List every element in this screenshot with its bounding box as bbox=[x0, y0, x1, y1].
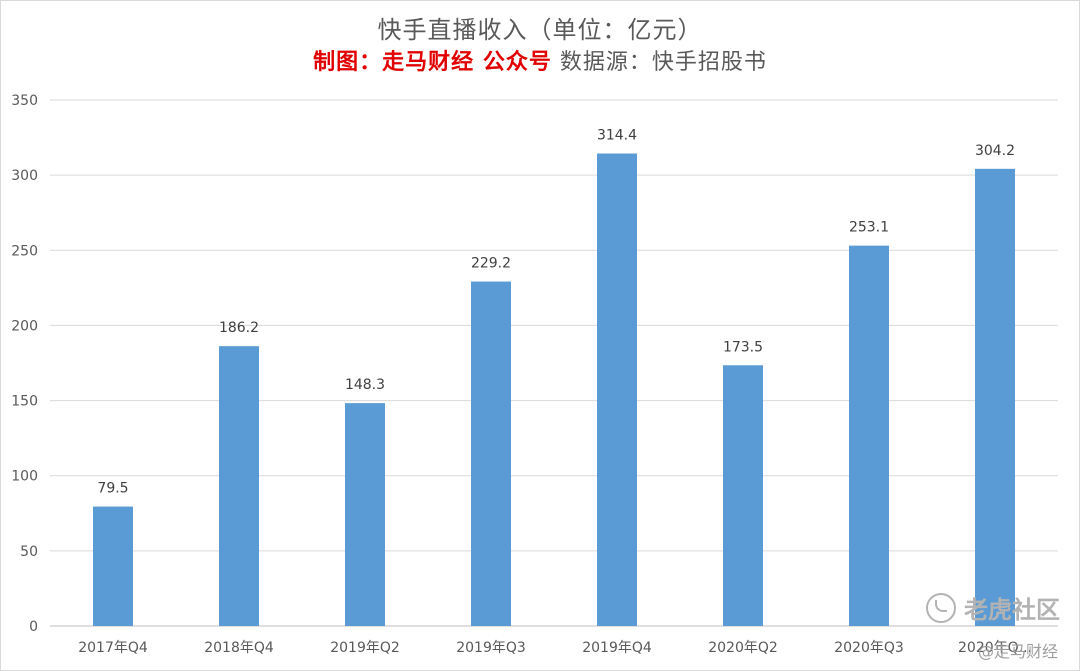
y-tick-label: 350 bbox=[11, 93, 38, 109]
data-label: 229.2 bbox=[471, 256, 511, 272]
chart-title: 快手直播收入（单位：亿元） bbox=[377, 16, 703, 44]
bar bbox=[93, 506, 133, 626]
x-tick-label: 2017年Q4 bbox=[78, 640, 148, 656]
data-label: 304.2 bbox=[975, 143, 1015, 159]
bar bbox=[975, 168, 1015, 626]
watermark-text: 老虎社区 bbox=[964, 596, 1060, 624]
y-tick-label: 100 bbox=[11, 469, 38, 485]
y-tick-label: 150 bbox=[11, 394, 38, 410]
bar bbox=[471, 281, 511, 626]
data-label: 173.5 bbox=[723, 339, 763, 355]
data-label: 314.4 bbox=[597, 128, 637, 144]
chart-subtitle-credit: 制图：走马财经 公众号 bbox=[313, 50, 552, 75]
watermark-logo-icon bbox=[926, 592, 956, 623]
watermark-secondary: @走马财经 bbox=[977, 642, 1058, 661]
y-tick-label: 200 bbox=[11, 318, 38, 334]
x-tick-label: 2019年Q4 bbox=[582, 640, 652, 656]
x-tick-label: 2019年Q3 bbox=[456, 640, 526, 656]
x-tick-label: 2020年Q2 bbox=[708, 640, 778, 656]
chart-subtitle-source: 数据源：快手招股书 bbox=[559, 50, 767, 75]
y-tick-label: 300 bbox=[11, 168, 38, 184]
data-label: 186.2 bbox=[219, 320, 259, 336]
x-tick-label: 2018年Q4 bbox=[204, 640, 274, 656]
data-label: 79.5 bbox=[97, 481, 128, 497]
bar bbox=[219, 346, 259, 626]
x-tick-label: 2020年Q... bbox=[958, 640, 1032, 656]
y-tick-label: 250 bbox=[11, 243, 38, 259]
x-tick-label: 2020年Q3 bbox=[834, 640, 904, 656]
x-tick-label: 2019年Q2 bbox=[330, 640, 400, 656]
watermark: 老虎社区 bbox=[926, 590, 1060, 625]
bar bbox=[597, 153, 637, 626]
y-tick-label: 0 bbox=[29, 619, 38, 635]
data-label: 253.1 bbox=[849, 220, 889, 236]
bar bbox=[723, 365, 763, 626]
chart-subtitle: 制图：走马财经 公众号 数据源：快手招股书 bbox=[0, 44, 1080, 76]
y-tick-label: 50 bbox=[20, 544, 38, 560]
bar bbox=[345, 403, 385, 626]
data-label: 148.3 bbox=[345, 377, 385, 393]
bar bbox=[849, 245, 889, 626]
